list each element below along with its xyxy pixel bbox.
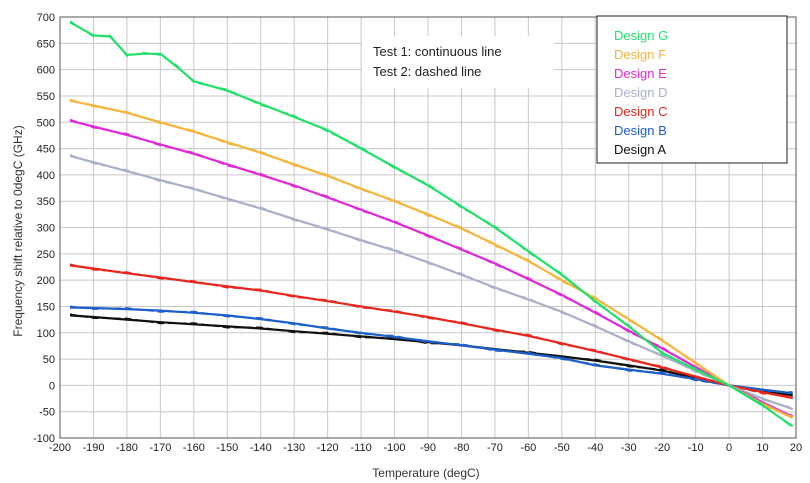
series-dashed-line-design-f bbox=[69, 98, 793, 418]
x-tick-label: -80 bbox=[454, 442, 470, 454]
x-tick-label: -70 bbox=[487, 442, 503, 454]
series-layer bbox=[69, 20, 794, 429]
series-dashed-line-design-c bbox=[69, 263, 793, 398]
x-tick-label: 10 bbox=[756, 442, 768, 454]
x-tick-label: -180 bbox=[116, 442, 138, 454]
x-axis-title: Temperature (degC) bbox=[372, 466, 479, 480]
x-tick-label: -30 bbox=[621, 442, 637, 454]
y-axis-title: Frequency shift relative to 0degC (GHz) bbox=[11, 125, 25, 336]
legend-entry-design-f: Design F bbox=[614, 47, 666, 62]
x-tick-label: 0 bbox=[726, 442, 732, 454]
series-dashed-line-design-a bbox=[69, 313, 793, 395]
y-tick-label: -50 bbox=[39, 407, 55, 419]
x-tick-label: -60 bbox=[520, 442, 536, 454]
y-tick-label: -100 bbox=[33, 433, 55, 445]
y-tick-label: 300 bbox=[37, 223, 55, 235]
test-note-box bbox=[362, 36, 554, 88]
legend-entry-design-b: Design B bbox=[614, 123, 667, 138]
series-dashed-line-design-e bbox=[69, 118, 793, 417]
x-tick-label: -160 bbox=[183, 442, 205, 454]
y-tick-label: 550 bbox=[37, 91, 55, 103]
x-tick-label: 20 bbox=[790, 442, 802, 454]
x-tick-label: -110 bbox=[350, 442, 371, 454]
x-tick-label: -120 bbox=[317, 442, 339, 454]
x-tick-label: -50 bbox=[554, 442, 570, 454]
y-tick-label: 450 bbox=[37, 144, 55, 156]
x-tick-label: -150 bbox=[216, 442, 238, 454]
x-tick-label: -90 bbox=[420, 442, 436, 454]
series-dashed-line-design-b bbox=[69, 305, 793, 393]
y-tick-label: 600 bbox=[37, 65, 55, 77]
y-tick-label: 650 bbox=[37, 38, 55, 50]
x-tick-label: -10 bbox=[688, 442, 704, 454]
legend-box bbox=[596, 15, 788, 164]
legend: Design G Design F Design E Design D Design C… bbox=[596, 15, 788, 164]
y-tick-label: 350 bbox=[37, 196, 55, 208]
y-tick-label: 250 bbox=[37, 249, 55, 261]
series-dashed-line-design-g bbox=[69, 20, 794, 429]
legend-entry-design-c: Design C bbox=[614, 104, 667, 119]
x-tick-label: -190 bbox=[82, 442, 104, 454]
legend-entry-design-e: Design E bbox=[614, 66, 667, 81]
y-tick-label: 150 bbox=[37, 301, 55, 313]
y-tick-label: 700 bbox=[37, 12, 55, 24]
x-tick-label: -40 bbox=[587, 442, 603, 454]
legend-entry-design-g: Design G bbox=[614, 28, 668, 43]
y-tick-label: 400 bbox=[37, 170, 55, 182]
series-dashed-line-design-d bbox=[69, 153, 793, 409]
y-tick-label: 200 bbox=[37, 275, 55, 287]
test-note-line-1: Test 1: continuous line bbox=[373, 44, 502, 59]
x-tick-label: -170 bbox=[149, 442, 171, 454]
x-tick-label: -130 bbox=[283, 442, 305, 454]
y-tick-label: 0 bbox=[49, 380, 55, 392]
x-tick-label: -20 bbox=[654, 442, 670, 454]
y-tick-label: 50 bbox=[43, 354, 55, 366]
y-tick-label: 100 bbox=[37, 328, 55, 340]
x-tick-label: -100 bbox=[384, 442, 406, 454]
x-tick-label: -200 bbox=[49, 442, 71, 454]
x-tick-label: -140 bbox=[250, 442, 272, 454]
legend-entry-design-d: Design D bbox=[614, 85, 667, 100]
axes: -200 -190 -180 -170 -160 -150 -140 -130 -120 -110… bbox=[33, 12, 802, 454]
plot-frame bbox=[59, 16, 797, 439]
legend-entry-design-a: Design A bbox=[614, 142, 666, 157]
series-line-design-g bbox=[69, 21, 794, 428]
y-tick-label: 500 bbox=[37, 117, 55, 129]
test-note-line-2: Test 2: dashed line bbox=[373, 64, 481, 79]
test-note: Test 1: continuous line Test 2: dashed l… bbox=[362, 36, 554, 88]
